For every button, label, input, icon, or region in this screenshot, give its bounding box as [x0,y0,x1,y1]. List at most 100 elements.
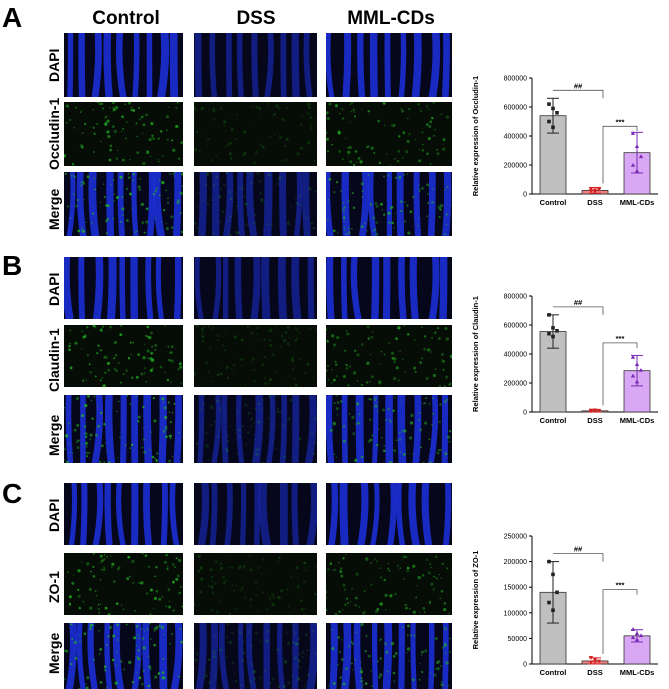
data-point [592,660,598,664]
data-point [551,334,555,339]
panel-letter-b: B [2,250,23,281]
data-point [547,313,551,317]
significance-bracket [553,306,604,315]
data-point [551,608,555,613]
row-label-c-merge: Merge [46,632,62,674]
data-point [547,331,551,336]
category-label: MML-CDs [620,668,655,677]
micrograph-a-merge-dss [194,172,317,236]
significance-label: *** [616,581,625,590]
data-point [638,154,644,159]
data-point [551,106,555,111]
y-tick-label: 200000 [504,381,527,388]
micrograph-b-signal-dss [194,325,317,387]
row-label-b-dapi: DAPI [46,272,62,306]
significance-label: ## [574,81,583,90]
data-point [596,659,602,664]
y-tick-label: 800000 [504,76,527,83]
micrograph-b-dapi-mml-cds [326,257,452,319]
significance-label: *** [616,334,625,343]
micrograph-a-dapi-control [64,33,183,97]
data-point [551,125,555,130]
data-point [588,189,594,194]
micrograph-b-merge-mml-cds [326,395,452,463]
data-point [630,163,636,167]
category-label: DSS [587,198,602,207]
data-point [555,111,559,115]
bar-chart-occludin: Relative expression of Occludin-1 0 200000… [470,74,665,214]
bar-control [539,331,567,413]
category-label: Control [540,416,567,425]
row-label-a-merge: Merge [46,188,62,230]
y-axis-title: Relative expression of Occludin-1 [471,76,480,196]
significance-label: ## [574,298,583,307]
micrograph-c-dapi-mml-cds [326,483,452,545]
row-label-c-zo1: ZO-1 [46,571,62,603]
data-point [630,373,636,378]
panel-letter-c: C [2,478,23,509]
data-point [630,354,636,359]
category-label: DSS [587,668,602,677]
data-point [588,409,594,414]
data-point [634,631,640,636]
micrograph-c-signal-dss [194,553,317,615]
row-label-c-dapi: DAPI [46,498,62,532]
y-tick-label: 0 [523,192,527,199]
micrograph-b-signal-control [64,325,183,387]
micrograph-c-signal-mml-cds [326,553,452,615]
data-point [588,187,594,191]
significance-bracket [602,125,638,184]
bar-chart-claudin: Relative expression of Claudin-1 0 200000 4… [470,292,665,432]
column-header-control: Control [92,8,160,29]
data-point [555,329,559,333]
data-point [547,102,551,106]
y-tick-label: 250000 [504,534,527,541]
category-label: Control [540,668,567,677]
micrograph-c-signal-control [64,553,183,615]
data-point [596,187,602,192]
data-point [547,559,551,564]
data-point [555,590,559,595]
significance-label: *** [616,117,625,126]
micrograph-a-merge-mml-cds [326,172,452,236]
data-point [638,367,644,372]
micrograph-b-dapi-dss [194,257,317,319]
micrograph-b-merge-control [64,395,183,463]
panel-letter-a: A [2,2,23,33]
row-label-b-claudin: Claudin-1 [46,328,62,392]
row-label-a-dapi: DAPI [46,48,62,82]
data-point [634,168,640,173]
data-point [588,660,594,665]
data-point [592,190,598,194]
data-point [634,637,640,642]
data-point [596,409,602,413]
micrograph-a-dapi-mml-cds [326,33,452,97]
category-label: MML-CDs [620,416,655,425]
y-tick-label: 400000 [504,134,527,141]
micrograph-c-dapi-control [64,483,183,545]
micrograph-c-merge-mml-cds [326,623,452,689]
data-point [547,600,551,605]
data-point [630,635,636,640]
category-label: DSS [587,416,602,425]
y-tick-label: 200000 [504,559,527,566]
y-tick-label: 150000 [504,585,527,592]
micrograph-b-dapi-control [64,257,183,319]
data-point [551,572,555,577]
micrograph-c-merge-control [64,623,183,689]
data-point [634,379,640,384]
data-point [630,131,636,135]
significance-bracket [553,89,604,99]
significance-bracket [602,342,638,406]
significance-label: ## [574,545,583,554]
y-axis-title: Relative expression of Claudin-1 [471,296,480,412]
micrograph-a-dapi-dss [194,33,317,97]
data-point [638,633,644,638]
bar-chart-zo1: Relative expression of ZO-1 0 50000 100000 1… [470,532,665,684]
y-axis-title: Relative expression of ZO-1 [471,551,480,650]
y-tick-label: 800000 [504,294,527,301]
y-tick-label: 200000 [504,163,527,170]
y-tick-label: 50000 [508,636,528,643]
data-point [547,119,551,124]
data-point [634,362,640,366]
